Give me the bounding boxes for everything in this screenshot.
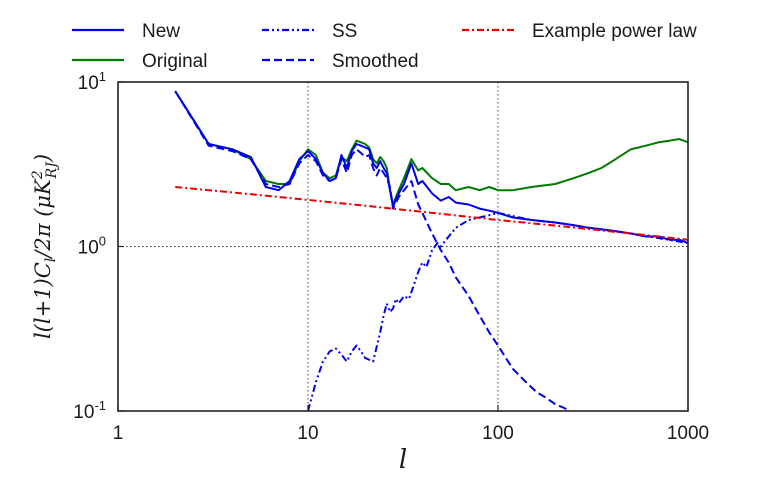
legend-label: SS: [332, 21, 357, 42]
series-new: [174, 90, 688, 244]
x-axis-label: l: [399, 445, 407, 475]
x-tick-label: 100: [482, 423, 514, 444]
legend-label: New: [142, 21, 180, 42]
y-tick-label: 100: [78, 234, 106, 259]
legend-label: Original: [142, 51, 207, 72]
plot-area: [174, 90, 688, 411]
series-example-power-law: [175, 186, 688, 241]
x-tick-label: 10: [297, 423, 318, 444]
series-original: [174, 90, 688, 206]
grid: [118, 82, 688, 411]
y-tick-label: 101: [78, 69, 106, 94]
y-tick-label: 10-1: [73, 398, 106, 423]
legend-label: Example power law: [532, 21, 697, 42]
legend: New SS Example power law Original Smoothed: [72, 21, 697, 72]
legend-label: Smoothed: [332, 51, 419, 72]
x-tick-label: 1: [113, 423, 124, 444]
y-axis-label: l(l+1)Cl/2π (μK2RJ): [30, 154, 60, 339]
x-tick-label: 1000: [667, 423, 709, 444]
axis-ticks: 1 10 100 1000 10-1 100 101: [73, 69, 709, 444]
series-smoothed: [174, 90, 571, 411]
series-ss: [307, 211, 688, 411]
